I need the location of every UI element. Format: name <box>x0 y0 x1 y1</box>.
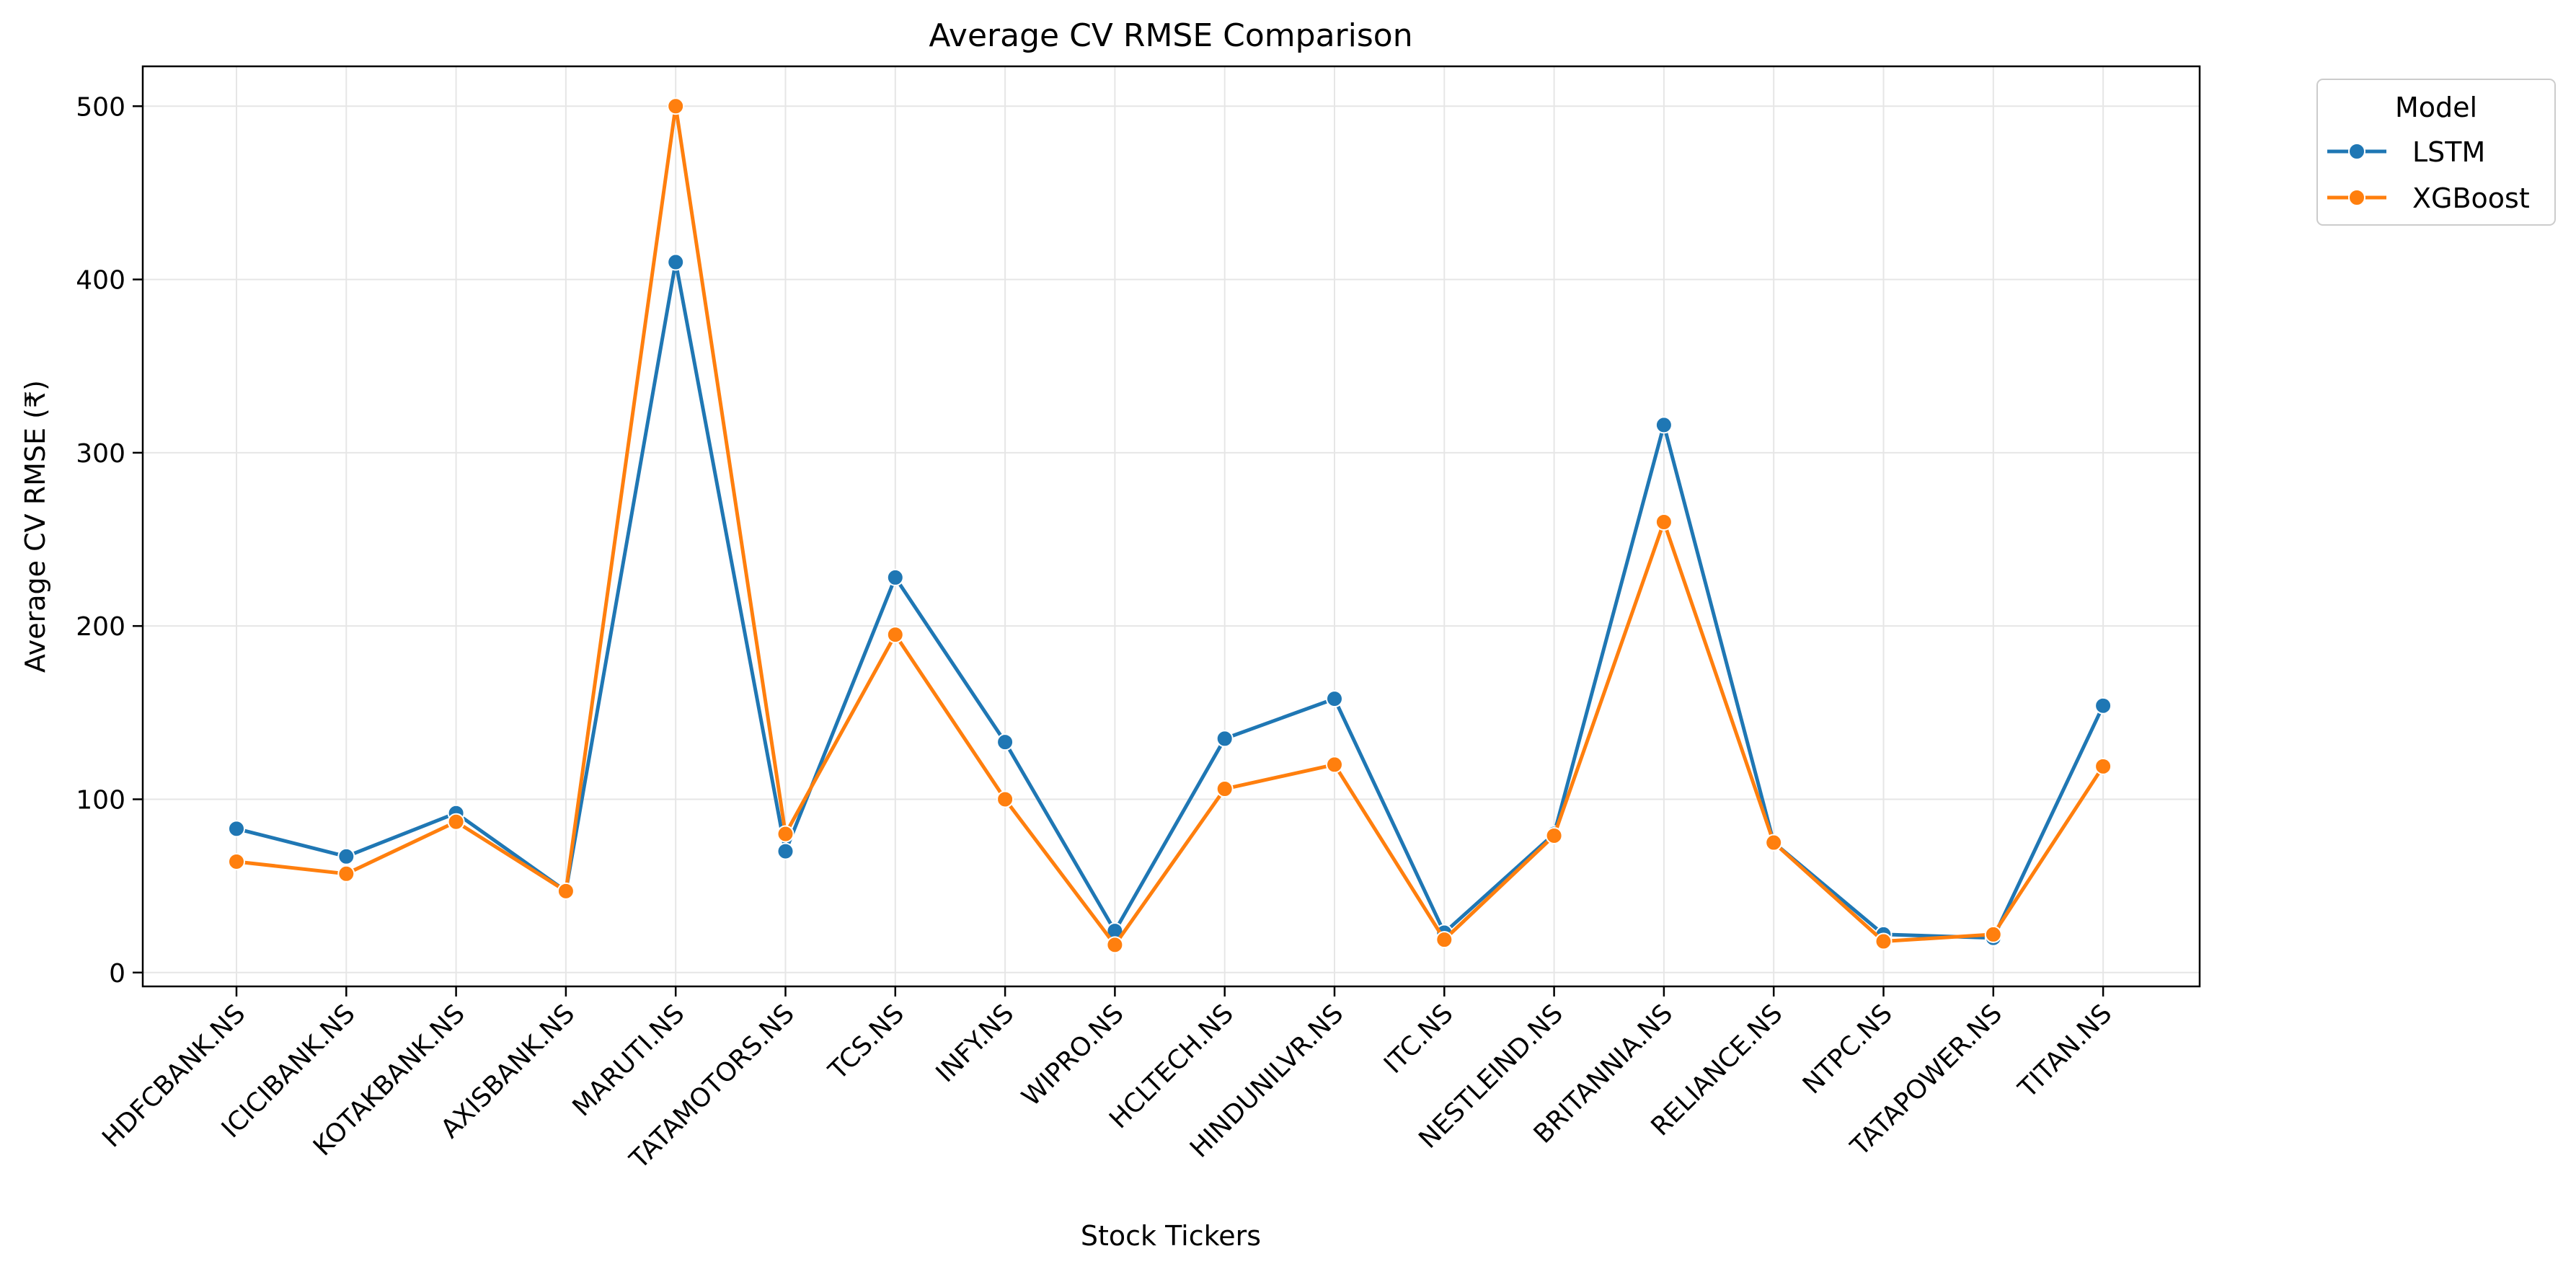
data-point-xgboost[interactable] <box>2094 757 2112 775</box>
legend-frame <box>2316 79 2556 226</box>
y-tick-label: 0 <box>109 959 125 989</box>
data-point-lstm[interactable] <box>1216 730 1234 748</box>
chart-title: Average CV RMSE Comparison <box>929 17 1412 54</box>
y-tick-label: 200 <box>76 612 125 642</box>
legend-marker-xgboost <box>2348 189 2365 206</box>
data-point-xgboost[interactable] <box>337 865 355 883</box>
y-axis-ticks: 0 100 200 300 400 500 <box>76 92 143 989</box>
data-point-lstm[interactable] <box>337 847 355 865</box>
data-point-xgboost[interactable] <box>557 882 575 900</box>
data-point-xgboost[interactable] <box>667 97 685 115</box>
data-point-xgboost[interactable] <box>1106 936 1124 954</box>
y-tick-label: 300 <box>76 439 125 469</box>
data-point-xgboost[interactable] <box>447 813 465 831</box>
y-tick-label: 100 <box>76 785 125 815</box>
data-point-xgboost[interactable] <box>1435 931 1453 949</box>
data-point-lstm[interactable] <box>996 733 1014 751</box>
data-point-lstm[interactable] <box>886 568 904 586</box>
legend-item-xgboost[interactable]: XGBoost <box>2327 182 2530 214</box>
y-tick-label: 400 <box>76 266 125 296</box>
x-axis-label: Stock Tickers <box>1081 1220 1261 1252</box>
y-axis-label: Average CV RMSE (₹) <box>19 380 51 673</box>
data-point-lstm[interactable] <box>667 253 685 271</box>
data-point-lstm[interactable] <box>2094 697 2112 715</box>
legend-marker-lstm <box>2348 143 2365 160</box>
data-point-xgboost[interactable] <box>1765 834 1783 852</box>
data-point-xgboost[interactable] <box>1655 513 1673 531</box>
legend: Model LSTM XGBoost <box>2316 79 2556 226</box>
data-point-xgboost[interactable] <box>1984 925 2002 943</box>
data-point-xgboost[interactable] <box>776 825 795 843</box>
legend-label-lstm: LSTM <box>2412 136 2485 168</box>
data-point-xgboost[interactable] <box>228 852 245 870</box>
legend-label-xgboost: XGBoost <box>2412 182 2530 214</box>
data-point-xgboost[interactable] <box>1875 932 1893 950</box>
y-tick-label: 500 <box>76 92 125 122</box>
data-point-lstm[interactable] <box>1326 690 1343 708</box>
data-point-lstm[interactable] <box>1655 416 1673 434</box>
plot-area-frame <box>141 65 2201 988</box>
series-xgboost <box>228 97 2112 954</box>
data-point-xgboost[interactable] <box>1545 826 1563 844</box>
legend-title: Model <box>2395 92 2477 123</box>
series-lines <box>228 97 2112 954</box>
data-point-xgboost[interactable] <box>996 790 1014 808</box>
data-point-xgboost[interactable] <box>1326 756 1343 774</box>
data-point-xgboost[interactable] <box>886 626 904 644</box>
series-line-xgboost <box>236 104 2105 947</box>
data-point-xgboost[interactable] <box>1216 780 1234 798</box>
data-point-lstm[interactable] <box>228 820 245 838</box>
grid <box>143 66 2200 986</box>
data-point-lstm[interactable] <box>776 842 795 860</box>
legend-item-lstm[interactable]: LSTM <box>2327 136 2485 168</box>
